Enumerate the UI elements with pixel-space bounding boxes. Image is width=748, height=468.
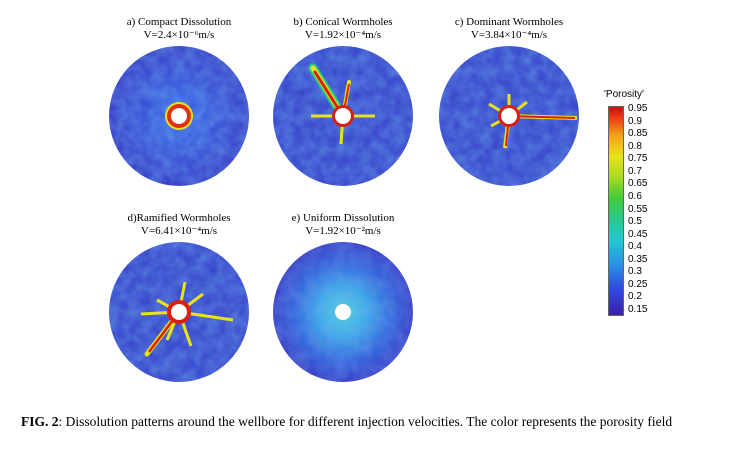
porosity-map — [439, 46, 579, 186]
panel-title: b) Conical Wormholes — [293, 16, 393, 28]
panel-dominant-wormholes: c) Dominant Wormholes V=3.84×10⁻⁴m/s — [434, 16, 584, 206]
panel-title: e) Uniform Dissolution — [291, 212, 395, 224]
colorbar-tick-label: 0.6 — [628, 190, 642, 202]
colorbar-tick-label: 0.55 — [628, 203, 648, 215]
panel-velocity: V=3.84×10⁻⁴m/s — [470, 29, 548, 41]
panel-velocity: V=1.92×10⁻²m/s — [305, 225, 381, 237]
wellbore — [335, 304, 351, 320]
wellbore — [501, 108, 517, 124]
porosity-map — [273, 242, 413, 382]
colorbar-tick-label: 0.3 — [628, 266, 642, 278]
colorbar-title: 'Porosity' — [604, 89, 644, 100]
colorbar — [608, 106, 624, 316]
panel-velocity: V=1.92×10⁻⁴m/s — [304, 29, 382, 41]
colorbar-tick-label: 0.25 — [628, 278, 648, 290]
colorbar-tick-label: 0.2 — [628, 291, 642, 303]
colorbar-tick-label: 0.35 — [628, 253, 648, 265]
panel-compact-dissolution: a) Compact Dissolution V=2.4×10⁻⁶m/s — [104, 16, 254, 206]
colorbar-tick-label: 0.8 — [628, 140, 642, 152]
colorbar-tick-label: 0.95 — [628, 103, 648, 114]
panel-velocity: V=6.41×10⁻⁴m/s — [140, 225, 218, 237]
porosity-map — [109, 46, 249, 186]
panel-conical-wormholes: b) Conical Wormholes V=1.92×10⁻⁴m/s — [268, 16, 418, 206]
caption-label: FIG. 2 — [21, 414, 59, 429]
colorbar-tick-label: 0.45 — [628, 228, 648, 240]
wellbore — [171, 108, 187, 124]
panel-title: a) Compact Dissolution — [126, 16, 232, 28]
wormholes — [488, 94, 578, 149]
panel-velocity: V=2.4×10⁻⁶m/s — [143, 29, 215, 41]
colorbar-tick-label: 0.4 — [628, 241, 642, 253]
panel-title: c) Dominant Wormholes — [454, 16, 564, 28]
caption-text: : Dissolution patterns around the wellbo… — [58, 414, 673, 429]
colorbar-tick-label: 0.9 — [628, 115, 642, 127]
porosity-map — [273, 46, 413, 186]
wellbore — [335, 108, 351, 124]
porosity-map — [109, 242, 249, 382]
colorbar-tick-label: 0.5 — [628, 216, 642, 228]
colorbar-tick-label: 0.75 — [628, 153, 648, 165]
colorbar-tick-label: 0.15 — [628, 304, 648, 315]
wellbore — [171, 304, 187, 320]
colorbar-tick-label: 0.65 — [628, 178, 648, 190]
colorbar-tick-label: 0.7 — [628, 165, 642, 177]
colorbar-tick-label: 0.85 — [628, 128, 648, 140]
panel-title: d)Ramified Wormholes — [127, 212, 231, 224]
figure-caption: FIG. 2: Dissolution patterns around the … — [21, 412, 739, 431]
panel-uniform-dissolution: e) Uniform Dissolution V=1.92×10⁻²m/s — [268, 212, 418, 402]
panel-ramified-wormholes: d)Ramified Wormholes V=6.41×10⁻⁴m/s — [104, 212, 254, 402]
